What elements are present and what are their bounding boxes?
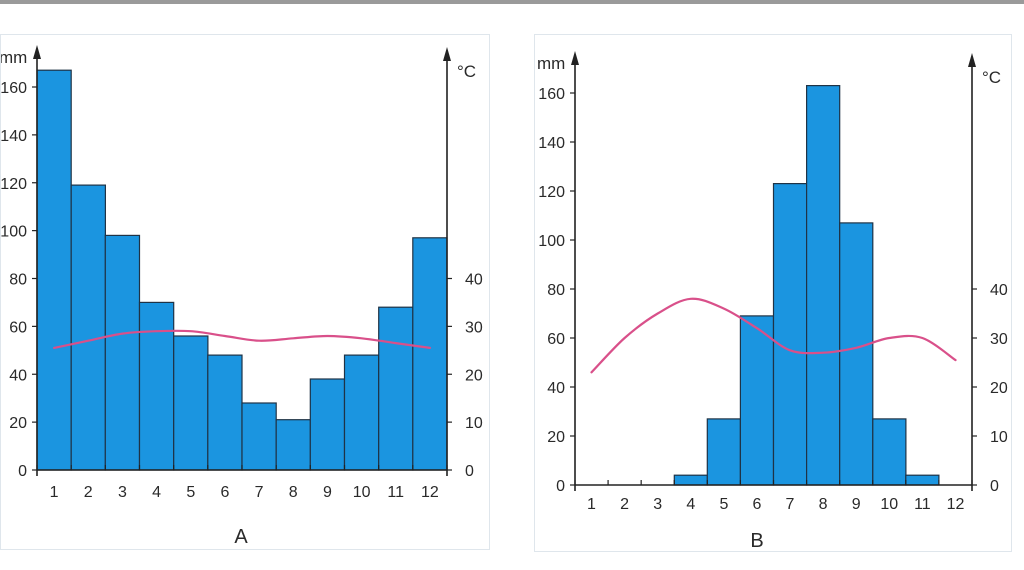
temperature-line — [53, 329, 431, 349]
left-tick-label: 0 — [18, 463, 27, 480]
left-unit-label: mm — [537, 54, 565, 73]
x-tick-label-12: 12 — [421, 484, 439, 501]
bar-month-7 — [241, 402, 277, 471]
chart-panel-label: B — [750, 530, 763, 551]
x-tick-label-11: 11 — [914, 496, 931, 513]
left-tick-label: 20 — [547, 429, 565, 446]
left-tick-label: 100 — [1, 224, 27, 241]
x-tick-label-2: 2 — [620, 496, 629, 513]
x-tick-label-1: 1 — [50, 484, 59, 501]
right-axis-arrow — [968, 53, 976, 67]
left-axis-arrow — [33, 45, 41, 59]
top-divider — [0, 0, 1024, 4]
x-tick-label-7: 7 — [786, 496, 795, 513]
right-axis-arrow — [443, 47, 451, 61]
left-tick-label: 80 — [547, 282, 565, 299]
bar-month-8 — [275, 419, 312, 471]
x-tick-label-12: 12 — [947, 496, 965, 513]
chart-panel-b: 0 20 40 60 80 100 120 140 160 0 10 20 30 40 1 2 3 4 5 6 7 8 9 1… — [534, 34, 1012, 552]
bar-month-5 — [173, 335, 209, 471]
left-tick-label: 20 — [9, 415, 27, 432]
right-tick-label: 40 — [465, 272, 483, 289]
right-tick-label: 20 — [990, 380, 1008, 397]
x-tick-label-9: 9 — [852, 496, 861, 513]
bar-month-12 — [412, 237, 448, 471]
left-tick-label: 140 — [538, 135, 565, 152]
right-unit-label: °C — [982, 68, 1001, 87]
chart-panel-label: A — [234, 526, 248, 548]
x-tick-label-3: 3 — [118, 484, 127, 501]
left-tick-label: 40 — [547, 380, 565, 397]
x-tick-label-9: 9 — [323, 484, 332, 501]
x-tick-label-5: 5 — [186, 484, 195, 501]
x-tick-label-10: 10 — [353, 484, 371, 501]
x-tick-label-5: 5 — [719, 496, 728, 513]
x-tick-label-8: 8 — [289, 484, 298, 501]
bar-month-4 — [673, 474, 709, 486]
right-tick-label: 10 — [465, 415, 483, 432]
bar-month-3 — [104, 234, 141, 471]
left-axis-arrow — [571, 51, 579, 65]
left-tick-label: 60 — [547, 331, 565, 348]
x-tick-label-1: 1 — [587, 496, 596, 513]
bar-month-9 — [839, 222, 874, 486]
right-tick-label: 10 — [990, 429, 1008, 446]
bar-month-10 — [343, 354, 380, 471]
left-tick-label: 40 — [9, 367, 27, 384]
bar-month-6 — [739, 315, 775, 486]
left-unit-label: mm — [1, 48, 27, 67]
bar-month-8 — [806, 84, 841, 486]
chart-panel-a: 0 20 40 60 80 100 120 140 160 0 10 20 30 40 1 2 3 4 5 6 7 8 9 1… — [0, 34, 490, 550]
x-tick-label-8: 8 — [819, 496, 828, 513]
temperature-line — [590, 297, 957, 374]
right-tick-label: 0 — [465, 463, 474, 480]
left-tick-label: 120 — [538, 184, 565, 201]
right-tick-label: 40 — [990, 282, 1008, 299]
bar-month-7 — [772, 183, 808, 486]
bar-month-6 — [207, 354, 243, 471]
left-tick-label: 140 — [1, 128, 27, 145]
bar-month-2 — [70, 184, 106, 471]
x-tick-label-2: 2 — [84, 484, 93, 501]
bar-month-11 — [905, 474, 940, 486]
x-tick-label-7: 7 — [255, 484, 264, 501]
bar-month-11 — [378, 306, 414, 471]
x-tick-label-4: 4 — [686, 496, 695, 513]
left-tick-label: 80 — [9, 272, 27, 289]
left-tick-label: 120 — [1, 176, 27, 193]
left-tick-label: 0 — [556, 478, 565, 495]
left-tick-label: 160 — [1, 80, 27, 97]
x-tick-label-6: 6 — [753, 496, 762, 513]
left-tick-label: 60 — [9, 319, 27, 336]
x-tick-label-10: 10 — [880, 496, 898, 513]
left-tick-label: 160 — [538, 86, 565, 103]
right-tick-label: 30 — [465, 319, 483, 336]
right-tick-label: 30 — [990, 331, 1008, 348]
left-tick-label: 100 — [538, 233, 565, 250]
bar-month-10 — [872, 418, 907, 486]
bar-month-9 — [309, 378, 346, 471]
x-tick-label-4: 4 — [152, 484, 161, 501]
bar-month-4 — [138, 301, 175, 471]
bar-month-1 — [36, 69, 72, 471]
right-unit-label: °C — [457, 62, 476, 81]
x-tick-label-3: 3 — [653, 496, 662, 513]
right-tick-label: 0 — [990, 478, 999, 495]
right-tick-label: 20 — [465, 367, 483, 384]
bar-month-5 — [706, 418, 742, 486]
x-tick-label-6: 6 — [220, 484, 229, 501]
x-tick-label-11: 11 — [387, 484, 404, 501]
